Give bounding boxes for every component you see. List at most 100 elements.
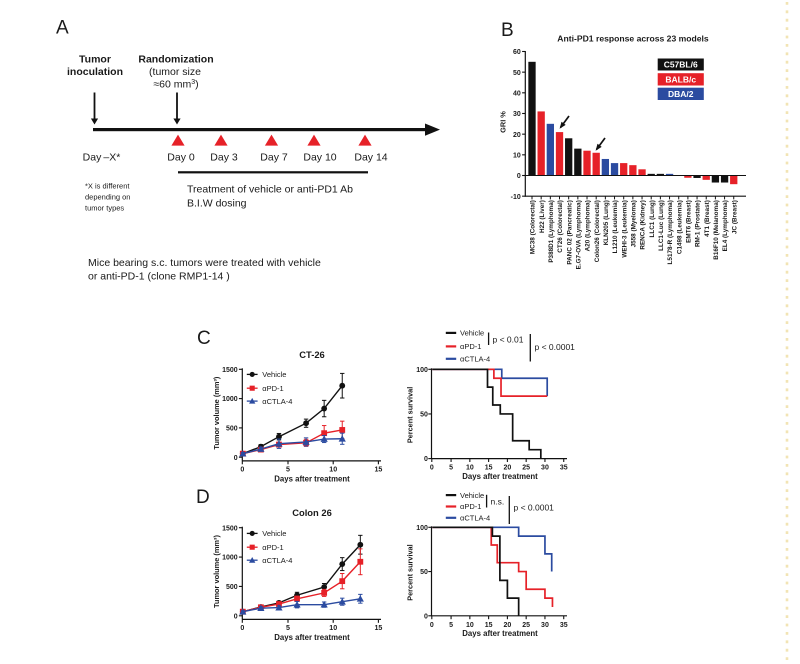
- svg-text:0: 0: [430, 465, 434, 472]
- svg-text:D: D: [196, 487, 210, 508]
- svg-text:Randomization: Randomization: [138, 54, 213, 66]
- svg-text:p < 0.01: p < 0.01: [493, 335, 524, 345]
- svg-text:1000: 1000: [222, 396, 238, 403]
- svg-text:10: 10: [466, 622, 474, 629]
- svg-text:CT-26: CT-26: [299, 349, 325, 360]
- svg-text:20: 20: [504, 622, 512, 629]
- svg-text:5: 5: [286, 624, 290, 632]
- svg-text:10: 10: [329, 624, 337, 632]
- svg-text:Percent survival: Percent survival: [405, 544, 414, 600]
- svg-text:PANC 02 (Pancreatic): PANC 02 (Pancreatic): [566, 200, 573, 264]
- svg-text:50: 50: [513, 70, 521, 77]
- svg-text:100: 100: [416, 367, 428, 374]
- svg-text:15: 15: [374, 624, 382, 632]
- svg-text:Tumor: Tumor: [79, 54, 111, 66]
- svg-text:Percent survival: Percent survival: [405, 387, 414, 443]
- svg-text:C1498 (Leukemia): C1498 (Leukemia): [676, 200, 683, 254]
- svg-text:n.s.: n.s.: [491, 497, 505, 507]
- svg-text:Day 7: Day 7: [260, 152, 288, 164]
- svg-text:B: B: [501, 20, 514, 41]
- svg-text:A20 (Lymphoma): A20 (Lymphoma): [585, 200, 592, 251]
- svg-text:WEHI-3 (Leukemia): WEHI-3 (Leukemia): [621, 200, 628, 257]
- svg-text:C: C: [197, 328, 211, 349]
- svg-text:Vehicle: Vehicle: [460, 491, 484, 500]
- svg-text:C57BL/6: C57BL/6: [664, 60, 698, 70]
- svg-text:L5178-R (Lymphoma): L5178-R (Lymphoma): [667, 200, 674, 264]
- svg-text:GRI %: GRI %: [499, 111, 508, 133]
- svg-text:1000: 1000: [222, 555, 238, 562]
- svg-text:5: 5: [286, 466, 290, 474]
- svg-text:1500: 1500: [222, 525, 238, 532]
- svg-text:αPD-1: αPD-1: [460, 502, 481, 511]
- svg-text:500: 500: [226, 426, 238, 433]
- svg-text:15: 15: [485, 465, 493, 472]
- svg-text:-10: -10: [511, 194, 521, 201]
- svg-text:p < 0.0001: p < 0.0001: [514, 503, 555, 513]
- svg-text:Tumor volume (mm³): Tumor volume (mm³): [212, 376, 221, 449]
- svg-text:35: 35: [560, 622, 568, 629]
- svg-text:5: 5: [449, 465, 453, 472]
- svg-text:15: 15: [374, 466, 382, 474]
- svg-text:25: 25: [522, 465, 530, 472]
- svg-text:Mice bearing s.c. tumors were: Mice bearing s.c. tumors were treated wi…: [88, 257, 321, 269]
- svg-text:B16F10 (Melanoma): B16F10 (Melanoma): [713, 200, 720, 260]
- svg-text:≈60 mm3): ≈60 mm3): [153, 79, 198, 91]
- svg-text:Tumor volume (mm³): Tumor volume (mm³): [212, 535, 221, 608]
- svg-text:20: 20: [504, 465, 512, 472]
- svg-text:Day 10: Day 10: [303, 152, 336, 164]
- svg-text:15: 15: [485, 622, 493, 629]
- svg-text:B.I.W dosing: B.I.W dosing: [187, 198, 247, 210]
- svg-text:Treatment of vehicle or anti-P: Treatment of vehicle or anti-PD1 Ab: [187, 184, 353, 196]
- svg-text:20: 20: [513, 132, 521, 139]
- svg-text:Day –X*: Day –X*: [83, 152, 121, 164]
- svg-text:Days after treatment: Days after treatment: [274, 474, 350, 483]
- svg-text:Anti-PD1 response across 23 mo: Anti-PD1 response across 23 models: [557, 34, 709, 44]
- svg-text:0: 0: [234, 613, 238, 620]
- svg-text:inoculation: inoculation: [67, 66, 123, 78]
- svg-text:500: 500: [226, 584, 238, 591]
- svg-text:LLC1 (Lung): LLC1 (Lung): [649, 200, 656, 237]
- svg-text:L1210 (Leukemia): L1210 (Leukemia): [612, 200, 619, 253]
- svg-text:Day 3: Day 3: [210, 152, 238, 164]
- svg-text:or anti-PD-1 (clone RMP1-14 ): or anti-PD-1 (clone RMP1-14 ): [88, 271, 230, 283]
- svg-text:CT26 (Colorectal): CT26 (Colorectal): [557, 200, 564, 253]
- svg-text:10: 10: [466, 465, 474, 472]
- svg-text:H22 (Liver): H22 (Liver): [539, 200, 546, 233]
- svg-text:0: 0: [424, 613, 428, 620]
- svg-text:αCTLA-4: αCTLA-4: [262, 397, 292, 406]
- svg-text:RENCA (Kidney): RENCA (Kidney): [640, 200, 647, 249]
- svg-text:Days after treatment: Days after treatment: [462, 629, 538, 638]
- svg-text:10: 10: [513, 152, 521, 159]
- svg-text:LLC1-Luc (Lung): LLC1-Luc (Lung): [658, 200, 665, 251]
- svg-text:0: 0: [240, 466, 244, 474]
- svg-text:4T1 (Breast): 4T1 (Breast): [704, 200, 711, 237]
- svg-text:MC38 (Colorectal): MC38 (Colorectal): [530, 200, 537, 254]
- svg-text:30: 30: [541, 622, 549, 629]
- svg-text:EMT6 (Breast): EMT6 (Breast): [685, 200, 692, 243]
- svg-text:Vehicle: Vehicle: [262, 370, 286, 379]
- svg-text:RM-1 (Prostate): RM-1 (Prostate): [695, 200, 702, 247]
- svg-text:P388D1 (Lymphoma): P388D1 (Lymphoma): [548, 200, 555, 263]
- svg-text:1500: 1500: [222, 367, 238, 374]
- svg-text:(tumor size: (tumor size: [149, 66, 201, 78]
- svg-text:*X is different: *X is different: [85, 182, 130, 191]
- svg-text:depending on: depending on: [85, 193, 130, 202]
- svg-text:αPD-1: αPD-1: [460, 342, 481, 351]
- svg-text:p < 0.0001: p < 0.0001: [535, 342, 576, 352]
- svg-text:DBA/2: DBA/2: [668, 89, 694, 99]
- svg-text:J558 (Myeloma): J558 (Myeloma): [630, 200, 637, 247]
- svg-text:αCTLA-4: αCTLA-4: [460, 355, 490, 364]
- svg-text:60: 60: [513, 49, 521, 56]
- svg-text:αCTLA-4: αCTLA-4: [460, 514, 490, 523]
- svg-text:Vehicle: Vehicle: [262, 529, 286, 538]
- svg-text:αCTLA-4: αCTLA-4: [262, 556, 292, 565]
- svg-text:BALB/c: BALB/c: [665, 74, 696, 84]
- svg-text:25: 25: [522, 622, 530, 629]
- svg-text:0: 0: [234, 455, 238, 462]
- svg-text:0: 0: [424, 456, 428, 463]
- svg-text:JC (Breast): JC (Breast): [731, 200, 738, 234]
- svg-text:0: 0: [240, 624, 244, 632]
- svg-text:5: 5: [449, 622, 453, 629]
- svg-text:EL4 (Lymphoma): EL4 (Lymphoma): [722, 200, 729, 251]
- svg-text:Days after treatment: Days after treatment: [462, 472, 538, 481]
